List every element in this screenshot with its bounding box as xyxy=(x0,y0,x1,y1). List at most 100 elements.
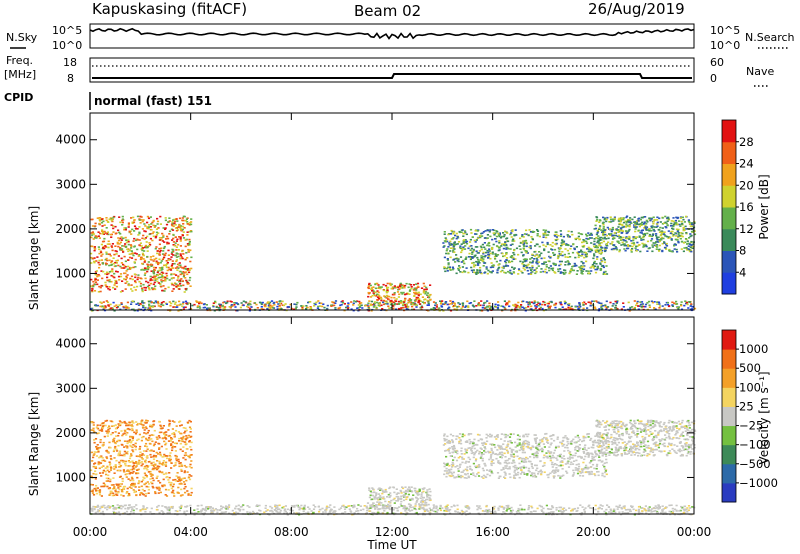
scatter-cell xyxy=(142,247,145,249)
scatter-cell xyxy=(281,506,284,509)
scatter-cell xyxy=(130,303,133,305)
scatter-cell xyxy=(554,233,557,236)
scatter-cell xyxy=(541,263,544,265)
scatter-cell xyxy=(491,229,494,231)
scatter-cell xyxy=(115,253,118,255)
scatter-cell xyxy=(121,245,124,247)
scatter-cell xyxy=(443,303,446,306)
scatter-cell xyxy=(543,261,546,263)
scatter-cell xyxy=(148,439,151,441)
scatter-cell xyxy=(372,286,375,288)
scatter-cell xyxy=(561,251,564,253)
scatter-cell xyxy=(665,245,669,247)
scatter-cell xyxy=(127,494,130,497)
scatter-cell xyxy=(650,238,654,240)
scatter-cell xyxy=(168,230,172,233)
scatter-cell xyxy=(452,258,456,261)
scatter-cell xyxy=(597,250,600,253)
scatter-cell xyxy=(183,291,186,293)
scatter-cell xyxy=(139,222,142,224)
scatter-cell xyxy=(544,268,547,271)
scatter-cell xyxy=(118,513,121,516)
scatter-cell xyxy=(679,225,682,227)
scatter-cell xyxy=(152,423,155,426)
scatter-cell xyxy=(184,458,187,461)
scatter-cell xyxy=(185,479,188,482)
scatter-cell xyxy=(632,508,635,511)
scatter-cell xyxy=(367,302,370,305)
scatter-cell xyxy=(93,290,97,292)
scatter-cell xyxy=(185,238,188,241)
scatter-cell xyxy=(92,280,95,283)
scatter-cell xyxy=(584,303,587,305)
scatter-cell xyxy=(151,221,154,224)
scatter-cell xyxy=(535,306,538,308)
scatter-cell xyxy=(680,304,683,307)
scatter-cell xyxy=(136,239,139,241)
scatter-cell xyxy=(642,233,645,235)
scatter-cell xyxy=(661,233,664,235)
scatter-cell xyxy=(154,288,157,291)
scatter-cell xyxy=(160,303,163,306)
scatter-cell xyxy=(171,239,174,241)
scatter-cell xyxy=(693,233,697,236)
scatter-cell xyxy=(102,245,105,248)
scatter-cell xyxy=(246,511,249,513)
scatter-cell xyxy=(113,449,116,452)
scatter-cell xyxy=(166,243,169,245)
scatter-cell xyxy=(156,278,159,280)
scatter-cell xyxy=(101,262,104,264)
scatter-cell xyxy=(536,234,539,237)
scatter-cell xyxy=(148,242,151,244)
scatter-cell xyxy=(233,304,236,306)
scatter-cell xyxy=(91,289,94,292)
scatter-cell xyxy=(569,247,572,250)
scatter-cell xyxy=(183,215,186,218)
scatter-cell xyxy=(676,251,679,253)
scatter-cell xyxy=(155,231,158,234)
scatter-cell xyxy=(139,454,142,456)
scatter-cell xyxy=(172,219,175,221)
scatter-cell xyxy=(129,465,132,467)
scatter-cell xyxy=(369,296,373,298)
scatter-cell xyxy=(196,306,199,309)
scatter-cell xyxy=(639,218,642,221)
scatter-cell xyxy=(149,256,152,258)
scatter-cell xyxy=(189,494,192,496)
scatter-cell xyxy=(394,299,397,302)
scatter-cell xyxy=(496,271,499,274)
scatter-cell xyxy=(180,463,183,466)
scatter-cell xyxy=(667,305,671,308)
scatter-cell xyxy=(110,218,113,220)
scatter-cell xyxy=(569,256,572,258)
scatter-cell xyxy=(155,235,158,238)
scatter-cell xyxy=(452,237,455,239)
scatter-cell xyxy=(109,233,113,236)
scatter-cell xyxy=(137,302,140,305)
scatter-cell xyxy=(213,309,216,312)
scatter-cell xyxy=(525,233,528,236)
scatter-cell xyxy=(92,494,96,496)
scatter-cell xyxy=(127,226,130,228)
scatter-cell xyxy=(164,264,167,266)
scatter-cell xyxy=(189,446,192,448)
scatter-cell xyxy=(604,270,607,273)
scatter-cell xyxy=(495,245,499,247)
scatter-cell xyxy=(622,226,625,228)
scatter-cell xyxy=(90,469,93,471)
scatter-cell xyxy=(678,234,681,237)
scatter-cell xyxy=(129,471,132,474)
scatter-cell xyxy=(100,485,103,488)
scatter-cell xyxy=(274,504,277,506)
scatter-cell xyxy=(593,255,596,257)
scatter-cell xyxy=(357,307,360,309)
scatter-cell xyxy=(100,251,103,254)
scatter-cell xyxy=(610,230,613,233)
scatter-cell xyxy=(136,248,139,251)
scatter-cell xyxy=(350,511,353,513)
scatter-cell xyxy=(142,435,145,438)
scatter-cell xyxy=(461,266,464,268)
scatter-cell xyxy=(115,250,118,253)
scatter-cell xyxy=(470,232,473,234)
scatter-cell xyxy=(222,506,225,508)
